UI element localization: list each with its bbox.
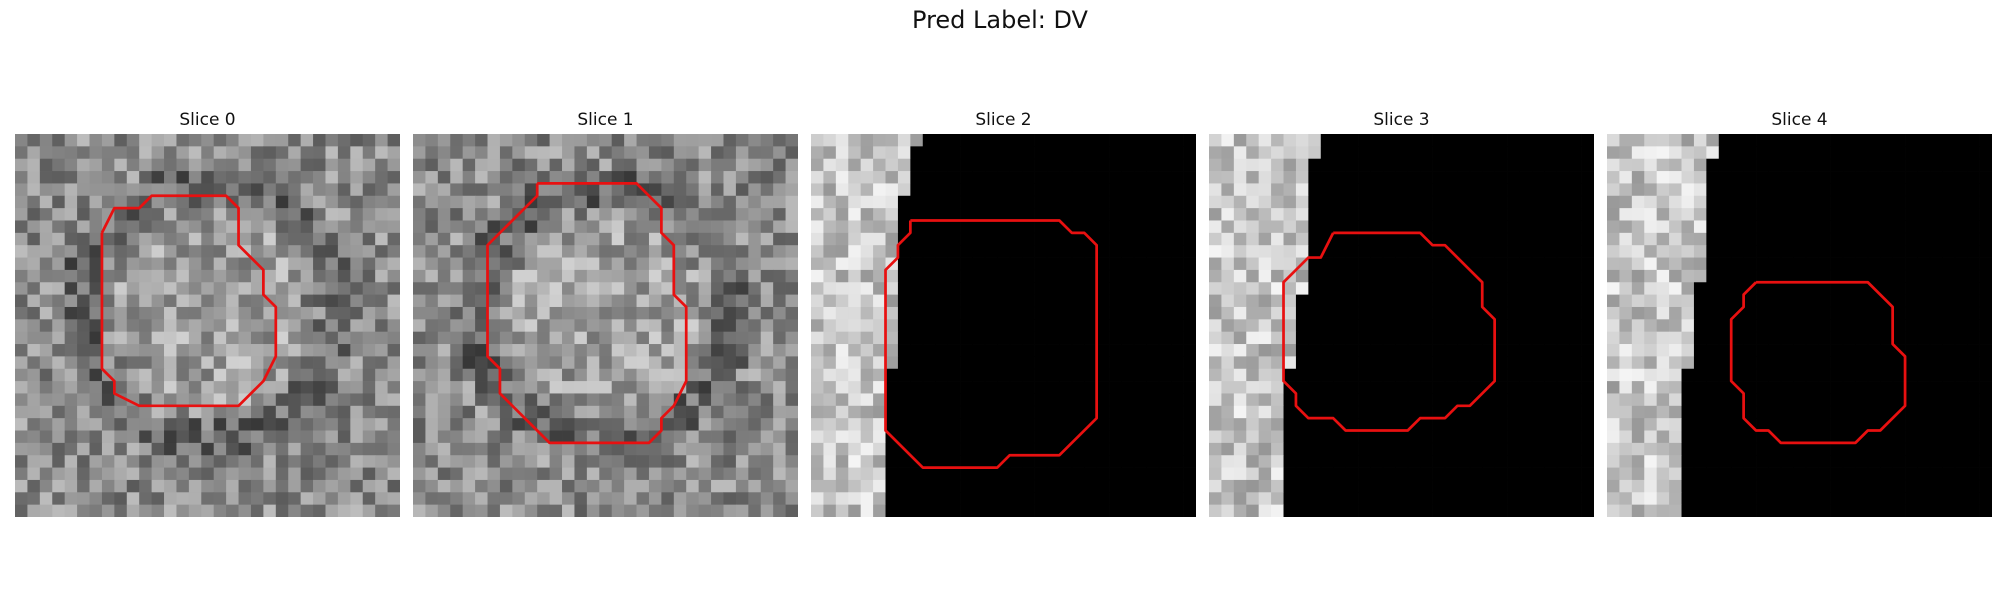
pixel-grid (413, 134, 798, 517)
slice-title: Slice 2 (975, 110, 1032, 130)
pixel-grid (811, 134, 1196, 517)
slice-title: Slice 1 (577, 110, 634, 130)
slice-image (1607, 134, 1992, 517)
slice-image (413, 134, 798, 517)
figure-title: Pred Label: DV (912, 6, 1088, 34)
slice-image (1209, 134, 1594, 517)
slice-image (811, 134, 1196, 517)
segmentation-contour (1729, 280, 1907, 445)
segmentation-contour (486, 182, 688, 445)
segmentation-contour (1282, 231, 1497, 432)
segmentation-contour (884, 219, 1099, 469)
slice-title: Slice 0 (179, 110, 236, 130)
pixel-grid (1607, 134, 1992, 517)
pixel-grid (15, 134, 400, 517)
slice-title: Slice 3 (1373, 110, 1430, 130)
pixel-grid (1209, 134, 1594, 517)
slice-image (15, 134, 400, 517)
segmentation-contour (100, 194, 278, 408)
slice-title: Slice 4 (1771, 110, 1828, 130)
